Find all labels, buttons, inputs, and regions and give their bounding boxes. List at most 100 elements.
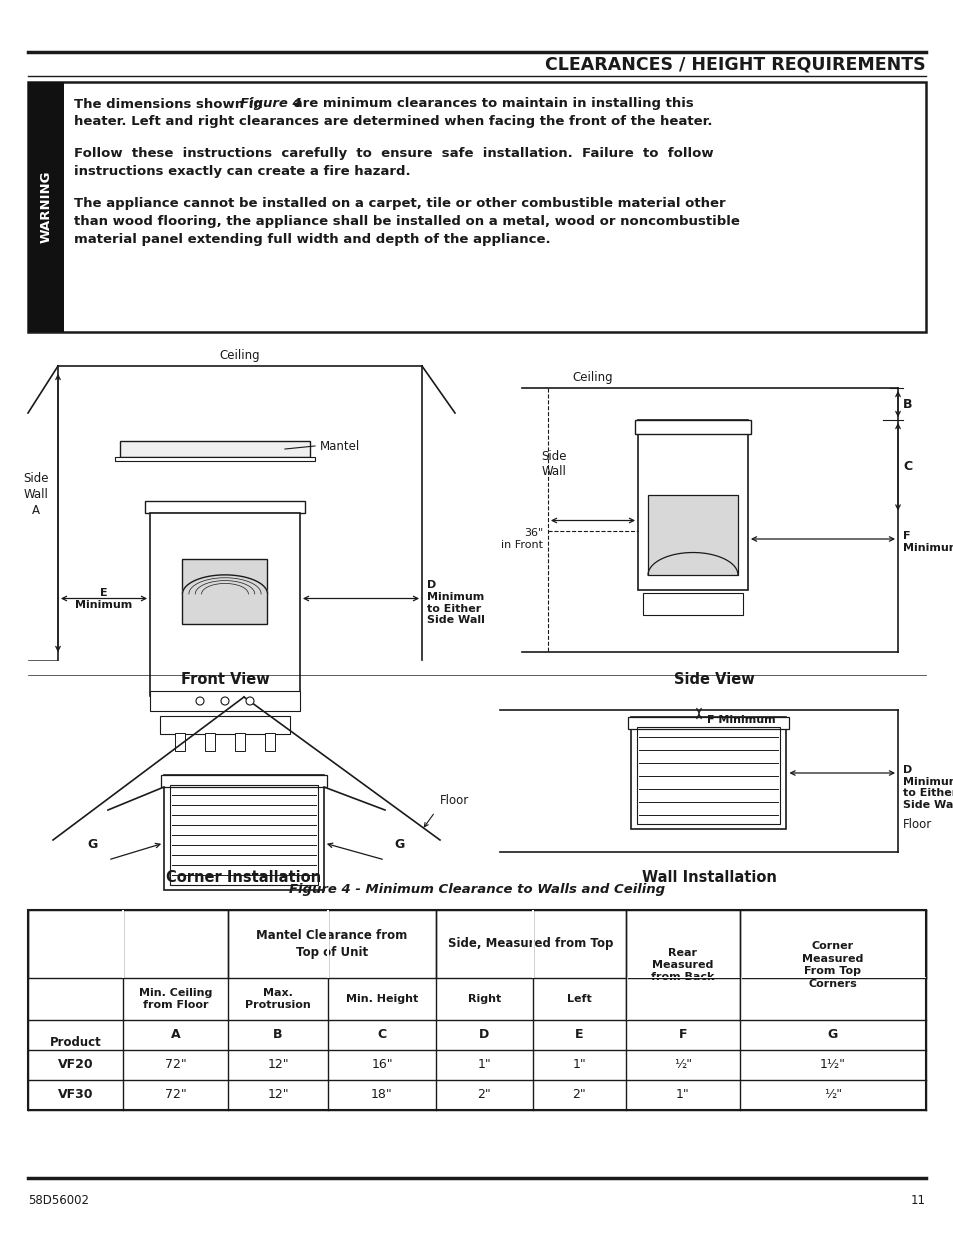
Bar [170,785,317,885]
Text: 1": 1" [477,1058,491,1072]
Text: 72": 72" [165,1088,186,1102]
Text: 1½": 1½" [820,1058,845,1072]
Text: Side View: Side View [673,672,754,687]
Text: G: G [88,839,98,851]
Bar [638,420,747,590]
Bar [28,910,925,1110]
Bar [28,82,925,332]
Circle shape [195,697,204,705]
Circle shape [221,697,229,705]
Bar [625,977,925,978]
Text: 12": 12" [267,1088,289,1102]
Text: 58D56002: 58D56002 [28,1193,89,1207]
Bar [160,716,290,734]
Bar [205,734,214,751]
Text: The dimensions shown in: The dimensions shown in [74,98,267,110]
Text: Side, Measured from Top: Side, Measured from Top [448,937,613,951]
Text: Left: Left [566,994,591,1004]
Text: G: G [395,839,405,851]
Bar [265,734,274,751]
Text: Floor: Floor [439,794,469,806]
Text: 12": 12" [267,1058,289,1072]
Bar [635,420,750,433]
Bar [120,441,310,457]
Text: CLEARANCES / HEIGHT REQUIREMENTS: CLEARANCES / HEIGHT REQUIREMENTS [545,56,925,73]
Text: Side
Wall: Side Wall [540,450,566,478]
Text: Wall Installation: Wall Installation [640,869,776,885]
Text: Follow  these  instructions  carefully  to  ensure  safe  installation.  Failure: Follow these instructions carefully to e… [74,147,713,161]
Bar [647,495,738,576]
Bar [637,727,780,824]
Text: Floor: Floor [902,819,931,831]
Bar [122,910,124,978]
Bar [182,559,267,624]
Text: Product: Product [50,1036,101,1050]
Bar [164,776,324,890]
Text: instructions exactly can create a fire hazard.: instructions exactly can create a fire h… [74,165,410,179]
Polygon shape [182,574,267,594]
Text: VF20: VF20 [57,1058,93,1072]
Text: Corner
Measured
From Top
Corners: Corner Measured From Top Corners [801,941,862,988]
Text: D
Minimum
to Either
Side Wall: D Minimum to Either Side Wall [902,764,953,810]
Text: Side
Wall
A: Side Wall A [23,472,49,516]
Text: ½": ½" [673,1058,691,1072]
Bar [28,82,64,332]
Bar [150,692,299,711]
Text: material panel extending full width and depth of the appliance.: material panel extending full width and … [74,233,550,247]
Text: Rear
Measured
from Back: Rear Measured from Back [651,947,714,982]
Text: The appliance cannot be installed on a carpet, tile or other combustible materia: The appliance cannot be installed on a c… [74,198,725,210]
Text: Right: Right [467,994,500,1004]
Bar [150,513,299,697]
Bar [642,593,742,615]
Text: than wood flooring, the appliance shall be installed on a metal, wood or noncomb: than wood flooring, the appliance shall … [74,215,740,228]
Text: heater. Left and right clearances are determined when facing the front of the he: heater. Left and right clearances are de… [74,116,712,128]
Text: Mantel Clearance from
Top of Unit: Mantel Clearance from Top of Unit [256,929,407,960]
Text: F: F [678,1029,686,1041]
Text: A: A [171,1029,180,1041]
Text: Front View: Front View [180,672,269,687]
Text: 72": 72" [165,1058,186,1072]
Text: C: C [902,461,911,473]
Text: F
Minimum: F Minimum [902,531,953,552]
Text: 1": 1" [572,1058,586,1072]
Text: Min. Height: Min. Height [346,994,417,1004]
Bar [631,718,785,829]
Text: C: C [377,1029,386,1041]
Bar [161,776,327,787]
Text: are minimum clearances to maintain in installing this: are minimum clearances to maintain in in… [289,98,693,110]
Text: D: D [478,1029,489,1041]
Text: D
Minimum
to Either
Side Wall: D Minimum to Either Side Wall [427,580,484,625]
Text: E: E [575,1029,583,1041]
Bar [145,501,305,513]
Text: E
Minimum: E Minimum [75,589,132,610]
Text: 2": 2" [477,1088,491,1102]
Text: Corner Installation: Corner Installation [166,869,321,885]
Text: 2": 2" [572,1088,586,1102]
Text: F Minimum: F Minimum [706,715,775,725]
Circle shape [246,697,253,705]
Text: 1": 1" [676,1088,689,1102]
Bar [115,457,314,461]
Text: Max.
Protrusion: Max. Protrusion [245,988,311,1010]
Text: B: B [902,398,911,410]
Text: Mantel: Mantel [319,440,360,452]
Bar [234,734,245,751]
Bar [625,978,627,1020]
Text: ½": ½" [823,1088,841,1102]
Text: 18": 18" [371,1088,393,1102]
Bar [740,978,741,1020]
Bar [628,718,789,729]
Text: G: G [827,1029,838,1041]
Text: WARNING: WARNING [39,170,52,243]
Text: Ceiling: Ceiling [219,350,260,362]
Text: 16": 16" [371,1058,393,1072]
Bar [532,910,534,978]
Text: Min. Ceiling
from Floor: Min. Ceiling from Floor [139,988,212,1010]
Text: VF30: VF30 [58,1088,93,1102]
Text: Figure 4 - Minimum Clearance to Walls and Ceiling: Figure 4 - Minimum Clearance to Walls an… [289,883,664,897]
Bar [327,910,329,978]
Text: Figure 4: Figure 4 [240,98,301,110]
Text: 11: 11 [910,1193,925,1207]
Text: Ceiling: Ceiling [572,370,612,384]
Text: B: B [273,1029,282,1041]
